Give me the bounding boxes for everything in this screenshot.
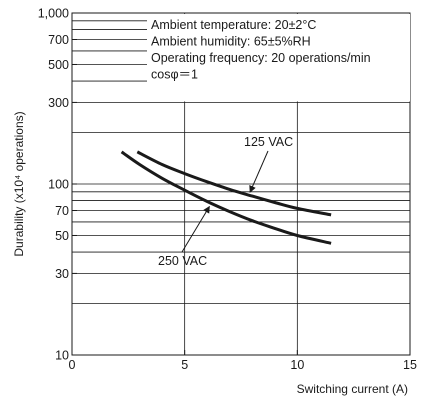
x-tick-label: 5 bbox=[181, 358, 188, 372]
annotations: 125 VAC 250 VAC bbox=[158, 135, 293, 268]
y-tick-label: 100 bbox=[48, 178, 69, 192]
y-tick-label: 70 bbox=[55, 204, 69, 218]
test-condition-text: cosφ＝1 bbox=[151, 68, 198, 82]
x-tick-label: 15 bbox=[403, 358, 417, 372]
x-tick-label: 10 bbox=[290, 358, 304, 372]
leader-arrow-250-vac bbox=[181, 205, 210, 253]
leader-arrow-125-vac bbox=[249, 150, 269, 193]
x-axis-label: Switching current (A) bbox=[297, 382, 408, 396]
y-tick-label: 700 bbox=[48, 33, 69, 47]
y-tick-label: 500 bbox=[48, 58, 69, 72]
x-tick-label: 0 bbox=[69, 358, 76, 372]
y-tick-label: 10 bbox=[55, 349, 69, 363]
test-condition-text: Ambient temperature: 20±2°C bbox=[151, 18, 316, 32]
y-tick-label: 1,000 bbox=[38, 7, 69, 21]
test-condition-text: Operating frequency: 20 operations/min bbox=[151, 51, 371, 65]
series-line-125-vac bbox=[136, 150, 332, 217]
test-condition-text: Ambient humidity: 65±5%RH bbox=[151, 35, 311, 49]
y-tick-label: 30 bbox=[55, 267, 69, 281]
series-group bbox=[120, 150, 332, 245]
y-axis-label: Durability (x10⁴ operations) bbox=[12, 111, 26, 256]
y-axis-ticks: 10 30 50 70 100 300 500 700 1,000 bbox=[38, 7, 77, 363]
y-tick-label: 300 bbox=[48, 96, 69, 110]
y-tick-label: 50 bbox=[55, 229, 69, 243]
conditions-box-background bbox=[147, 14, 410, 102]
series-label-250-vac: 250 VAC bbox=[158, 254, 207, 268]
series-label-125-vac: 125 VAC bbox=[244, 135, 293, 149]
test-conditions-box: Ambient temperature: 20±2°C Ambient humid… bbox=[147, 14, 410, 102]
series-line-250-vac bbox=[120, 150, 332, 245]
x-axis-ticks: 0 5 10 15 bbox=[69, 350, 417, 372]
